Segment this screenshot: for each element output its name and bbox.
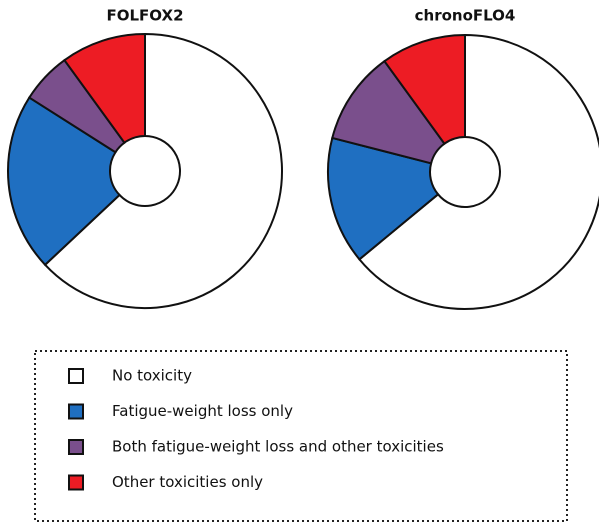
donut-slice [358, 33, 599, 310]
donut-slice [327, 136, 440, 261]
donut-slice [43, 32, 283, 309]
legend-label: No toxicity [112, 367, 192, 385]
donut-slice [7, 96, 121, 267]
legend-box [34, 350, 568, 522]
donut-slice [383, 33, 466, 146]
legend-label: Both fatigue-weight loss and other toxic… [112, 438, 444, 456]
legend-label: Fatigue-weight loss only [112, 402, 293, 420]
legend-swatch [68, 474, 84, 491]
legend-swatch [68, 439, 84, 455]
chart-title: FOLFOX2 [106, 7, 183, 25]
legend-swatch [68, 368, 84, 384]
donut-slice [331, 59, 446, 165]
chart-title: chronoFLO4 [415, 7, 516, 25]
donut-slice [63, 32, 146, 145]
legend-label: Other toxicities only [112, 473, 263, 491]
legend-swatch [68, 403, 84, 420]
